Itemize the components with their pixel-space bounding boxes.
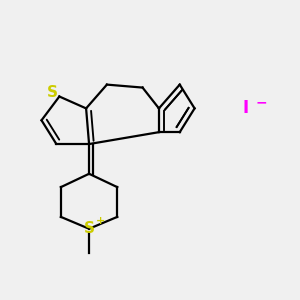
Text: I: I <box>242 99 248 117</box>
Text: S: S <box>84 221 94 236</box>
Text: +: + <box>96 216 106 226</box>
Text: −: − <box>256 95 267 110</box>
Text: S: S <box>46 85 57 100</box>
